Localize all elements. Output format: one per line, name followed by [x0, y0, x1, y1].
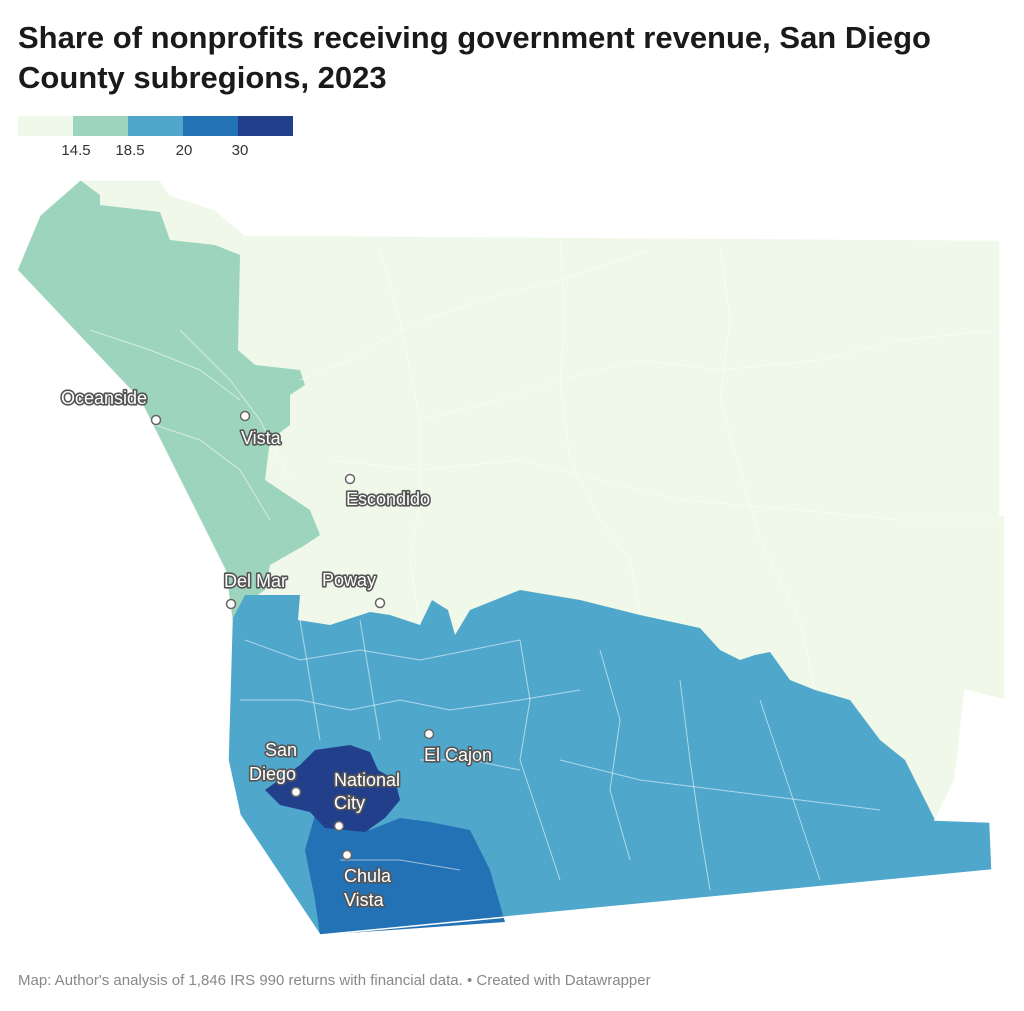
label-national-city-line2: City [334, 793, 365, 813]
marker-national-city [333, 820, 345, 832]
legend-swatch-4 [183, 116, 238, 136]
label-el-cajon: El Cajon [424, 745, 492, 765]
color-legend: 14.5 18.5 20 30 [18, 116, 298, 159]
label-san-diego-line1: San [265, 740, 297, 760]
marker-el-cajon [423, 728, 435, 740]
label-oceanside: Oceanside [61, 388, 147, 408]
marker-oceanside [150, 414, 162, 426]
marker-escondido [344, 473, 356, 485]
label-vista: Vista [241, 428, 282, 448]
legend-tick-1: 14.5 [61, 142, 91, 159]
legend-swatch-5 [238, 116, 293, 136]
marker-chula-vista [341, 849, 353, 861]
subregion-boundaries [89, 239, 1001, 891]
region-central-san-diego [265, 745, 400, 832]
source-note: Map: Author's analysis of 1,846 IRS 990 … [18, 972, 651, 989]
legend-swatch-3 [128, 116, 183, 136]
label-national-city-line1: National [334, 770, 400, 790]
legend-tick-2: 18.5 [115, 142, 145, 159]
marker-san-diego [290, 786, 302, 798]
legend-swatch-2 [73, 116, 128, 136]
legend-tick-3: 20 [175, 142, 193, 159]
region-south-bay [305, 815, 505, 935]
label-chula-vista-line2: Vista [344, 890, 385, 910]
marker-vista [239, 410, 251, 422]
legend-tick-4: 30 [231, 142, 249, 159]
marker-del-mar [225, 598, 237, 610]
marker-poway [374, 597, 386, 609]
label-san-diego-line2: Diego [249, 764, 296, 784]
label-chula-vista-line1: Chula [344, 866, 392, 886]
label-escondido: Escondido [346, 489, 430, 509]
legend-swatch-1 [18, 116, 73, 136]
city-markers [150, 410, 435, 861]
region-north-coastal [17, 180, 320, 625]
label-poway: Poway [322, 570, 376, 590]
chart-title: Share of nonprofits receiving government… [18, 20, 931, 95]
label-del-mar: Del Mar [224, 571, 287, 591]
county-outline [16, 179, 1006, 936]
